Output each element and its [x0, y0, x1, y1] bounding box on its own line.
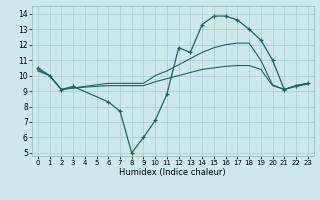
- X-axis label: Humidex (Indice chaleur): Humidex (Indice chaleur): [119, 168, 226, 177]
